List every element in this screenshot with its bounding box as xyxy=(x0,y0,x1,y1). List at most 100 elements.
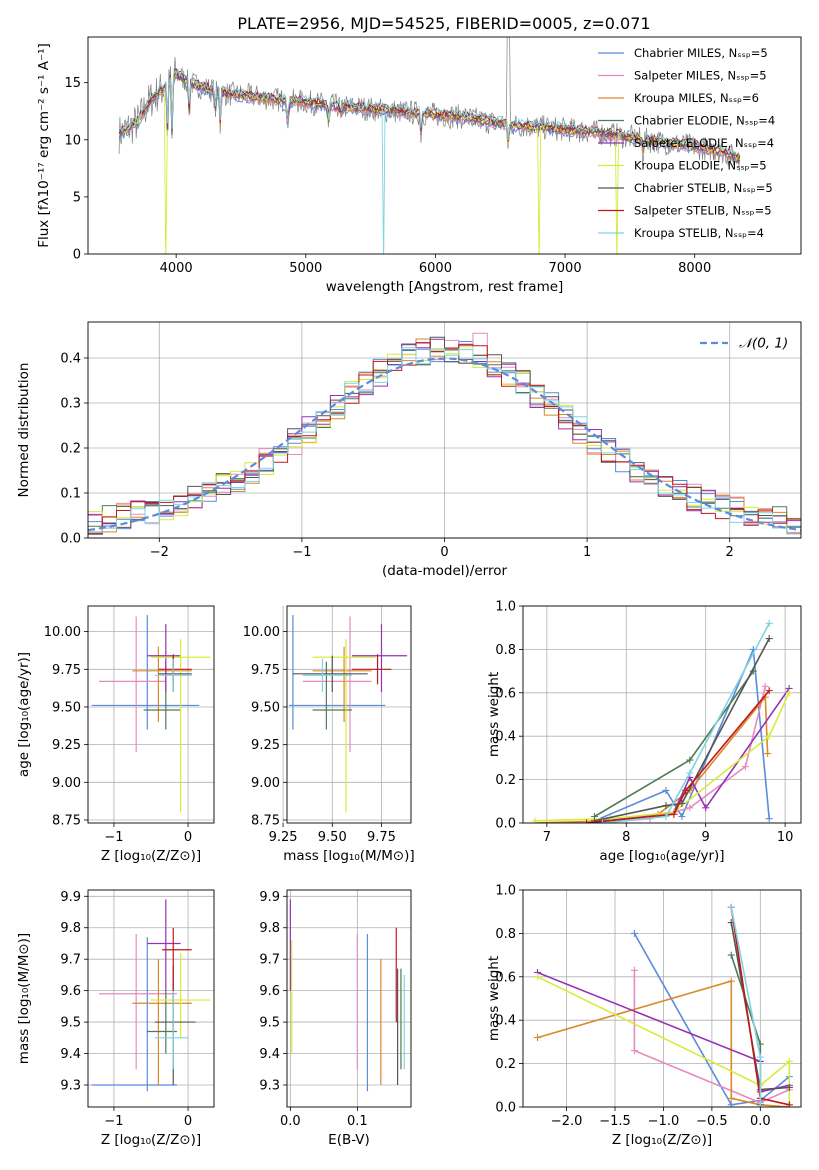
series-marker-chabrier-stelib xyxy=(765,635,773,643)
legend-label-salpeter-miles: Salpeter MILES, Nₛₛₚ=5 xyxy=(634,69,767,83)
errorbar-salpeter-miles xyxy=(99,934,177,1070)
errorbar-chabrier-stelib xyxy=(292,655,368,692)
series-line-chabrier-stelib xyxy=(594,638,770,822)
y-tick-label: 9.7 xyxy=(60,953,81,968)
series-marker-chabrier-stelib xyxy=(785,1083,793,1091)
x-tick-label: −2.0 xyxy=(551,1114,583,1129)
series-marker-salpeter-elodie xyxy=(702,804,710,812)
series-line-salpeter-stelib xyxy=(586,690,770,823)
legend-label-chabrier-miles: Chabrier MILES, Nₛₛₚ=5 xyxy=(634,46,768,60)
axes-frame xyxy=(286,605,412,824)
x-axis-label: mass [log₁₀(M/M⊙)] xyxy=(283,848,414,864)
normal-reference-curve xyxy=(88,357,801,532)
y-tick-label: 9.6 xyxy=(60,984,81,999)
x-axis-label: wavelength [Angstrom, rest frame] xyxy=(326,279,564,295)
y-tick-label: 9.75 xyxy=(251,663,280,678)
series-marker-kroupa-miles xyxy=(534,1034,542,1042)
x-tick-label: −1.5 xyxy=(599,1114,631,1129)
y-tick-label: 9.3 xyxy=(259,1078,280,1093)
series-marker-kroupa-stelib xyxy=(756,1103,764,1107)
y-axis-label: Flux [fλ10⁻¹⁷ erg cm⁻² s⁻¹ A⁻¹] xyxy=(36,43,52,248)
series-marker-salpeter-miles xyxy=(741,763,749,771)
y-tick-label: 0.6 xyxy=(495,970,516,985)
series-marker-kroupa-stelib xyxy=(756,1053,764,1061)
errorbar-kroupa-elodie xyxy=(312,639,376,813)
series-marker-salpeter-stelib xyxy=(785,1101,793,1107)
legend-label-kroupa-stelib: Kroupa STELIB, Nₛₛₚ=4 xyxy=(634,226,764,240)
axes-frame xyxy=(522,889,802,1108)
series-marker-salpeter-miles xyxy=(761,682,769,690)
errorbar-chabrier-miles xyxy=(91,615,200,730)
x-tick-label: 4000 xyxy=(160,261,193,276)
errorbar-salpeter-elodie xyxy=(351,624,408,692)
y-tick-label: 0.2 xyxy=(60,442,81,457)
x-tick-label: 6000 xyxy=(419,261,452,276)
y-tick-label: 0.1 xyxy=(60,487,81,502)
x-axis-label: age [log₁₀(age/yr)] xyxy=(599,848,724,864)
series-marker-kroupa-elodie xyxy=(785,1057,793,1065)
x-tick-label: −1 xyxy=(292,545,311,560)
series-marker-salpeter-stelib xyxy=(670,810,678,818)
errorbar-salpeter-stelib xyxy=(351,654,392,685)
errorbar-chabrier-stelib xyxy=(154,965,196,1085)
y-tick-label: 0.4 xyxy=(60,352,81,367)
y-tick-label: 9.25 xyxy=(251,738,280,753)
panel-weight-vs-Z: −2.0 −1.5 −1.0 −0.5 0.0 0.0 0.2 0.4 0.6 0.8 1.0 Z [… xyxy=(486,884,802,1148)
y-tick-label: 0.4 xyxy=(495,1014,516,1029)
series-line-kroupa-stelib xyxy=(602,623,770,823)
series-line-kroupa-miles xyxy=(534,694,769,823)
y-tick-label: 0.0 xyxy=(60,532,81,547)
legend-label-normal: 𝒩(0, 1) xyxy=(739,336,788,352)
y-tick-label: 10.00 xyxy=(44,625,81,640)
y-tick-label: 9.5 xyxy=(259,1016,280,1031)
y-axis-label: age [log₁₀(age/yr)] xyxy=(16,652,32,777)
panel-mass-vs-ebv: 0.0 0.1 9.3 9.4 9.5 9.6 9.7 9.8 9.9 E(B-V) xyxy=(259,889,412,1148)
x-tick-label: 2 xyxy=(726,545,734,560)
y-axis-label: mass weight xyxy=(486,956,502,1041)
panel-residuals: −2 −1 0 1 2 0.0 0.1 0.2 0.3 0.4 𝒩(0, 1) (data-model… xyxy=(16,321,802,579)
x-axis-label: Z [log₁₀(Z/Z⊙)] xyxy=(101,848,201,864)
errorbar-kroupa-stelib xyxy=(154,658,192,692)
series-marker-kroupa-stelib xyxy=(686,769,694,777)
series-marker-kroupa-elodie xyxy=(531,817,539,823)
plot-area xyxy=(288,615,408,813)
errorbar-kroupa-stelib xyxy=(302,658,352,692)
x-tick-label: 9.75 xyxy=(367,830,396,845)
x-axis-label: Z [log₁₀(Z/Z⊙)] xyxy=(101,1132,201,1148)
y-tick-label: 1.0 xyxy=(495,884,516,899)
legend-label-salpeter-elodie: Salpeter ELODIE, Nₛₛₚ=4 xyxy=(634,136,774,150)
y-tick-label: 9.50 xyxy=(52,700,81,715)
series-marker-salpeter-stelib xyxy=(583,819,591,823)
series-marker-chabrier-miles xyxy=(630,929,638,937)
errorbar-chabrier-miles xyxy=(288,615,386,730)
errorbar-chabrier-elodie xyxy=(312,661,352,730)
series-marker-salpeter-miles xyxy=(630,966,638,974)
errorbar-kroupa-stelib xyxy=(154,990,189,1070)
y-tick-label: 1.0 xyxy=(495,600,516,615)
plot-area xyxy=(118,37,741,254)
series-marker-kroupa-stelib xyxy=(727,903,735,911)
x-tick-label: 5000 xyxy=(289,261,322,276)
x-tick-label: 0 xyxy=(440,545,448,560)
series-marker-salpeter-stelib xyxy=(682,786,690,794)
x-axis-label: E(B-V) xyxy=(328,1132,370,1148)
panel-spectrum: 4000 5000 6000 7000 8000 0 5 10 15 Chabrier MILES… xyxy=(36,36,802,295)
series-marker-kroupa-miles xyxy=(764,750,772,758)
y-tick-label: 8.75 xyxy=(251,813,280,828)
y-axis-label: Normed distribution xyxy=(16,363,32,498)
errorbar-chabrier-stelib xyxy=(158,655,192,692)
y-tick-label: 10.00 xyxy=(243,625,280,640)
y-tick-label: 9.6 xyxy=(259,984,280,999)
x-axis-label: (data-model)/error xyxy=(382,563,508,579)
errorbar-salpeter-miles xyxy=(99,616,166,753)
y-tick-label: 0.8 xyxy=(495,643,516,658)
x-tick-label: 7 xyxy=(543,830,551,845)
errorbar-kroupa-miles xyxy=(132,646,192,723)
x-tick-label: 0.0 xyxy=(280,1114,301,1129)
panel-age-vs-Z: −1 0 8.75 9.00 9.25 9.50 9.75 10.00 Z [log₁₀(Z/Z… xyxy=(16,605,215,864)
series-marker-kroupa-miles xyxy=(727,977,735,985)
plot-area xyxy=(289,899,405,1092)
series-marker-kroupa-elodie xyxy=(765,732,773,740)
legend-label-kroupa-elodie: Kroupa ELODIE, Nₛₛₚ=5 xyxy=(634,159,767,173)
x-tick-label: 0.1 xyxy=(347,1114,368,1129)
